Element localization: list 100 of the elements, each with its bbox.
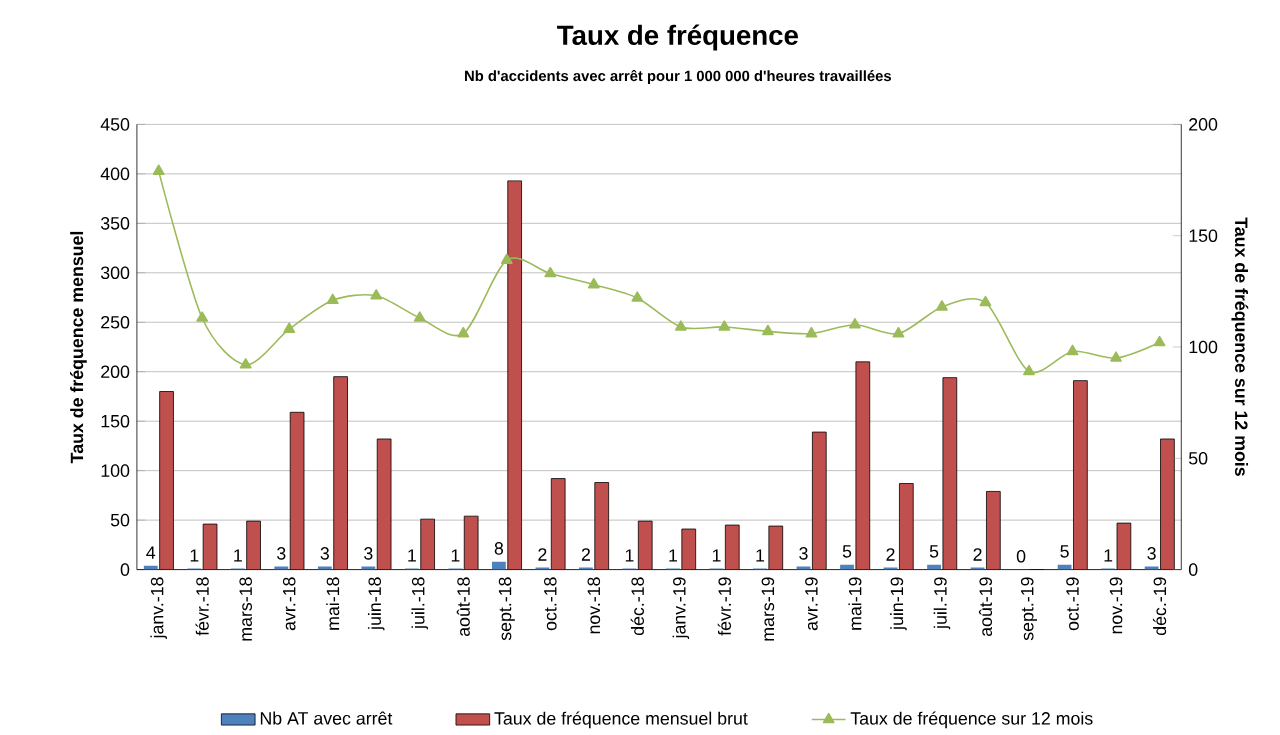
- data-label: 8: [494, 541, 504, 555]
- point: [892, 326, 905, 338]
- x-tick-label: avr.-18: [282, 577, 296, 630]
- point: [196, 311, 209, 322]
- point: [761, 324, 774, 335]
- bar: [491, 561, 506, 570]
- point: [283, 322, 296, 333]
- point: [674, 320, 687, 331]
- x-tick-label: nov.-19: [1109, 577, 1123, 634]
- x-tick-label: sept.-19: [1020, 577, 1038, 641]
- bar: [333, 376, 348, 570]
- chart-title: Taux de fréquence: [557, 24, 798, 51]
- point: [152, 164, 165, 175]
- point: [805, 326, 818, 338]
- bar: [550, 477, 566, 570]
- bar: [1073, 380, 1088, 570]
- point: [1023, 364, 1035, 376]
- y-tick-label: 0: [120, 563, 130, 576]
- x-tick-label: juil.-18: [411, 577, 429, 630]
- bar: [202, 523, 218, 570]
- point: [587, 277, 600, 289]
- point: [936, 300, 948, 311]
- x-tick-label: août-19: [978, 577, 993, 636]
- x-tick-label: déc.-18: [630, 577, 644, 635]
- bar: [1160, 438, 1175, 570]
- bar: [855, 361, 871, 570]
- y2-tick-label: 100: [1189, 340, 1218, 354]
- y2-axis-title: Taux de fréquence sur 12 mois: [1231, 217, 1249, 476]
- data-label: 5: [1060, 545, 1069, 558]
- x-tick-label: déc.-19: [1152, 577, 1167, 635]
- bar: [594, 481, 610, 570]
- point: [718, 320, 731, 331]
- data-label: 2: [886, 548, 895, 561]
- x-tick-label: mars-19: [761, 577, 775, 641]
- x-tick-label: août-18: [456, 577, 470, 636]
- y2-tick-label: 200: [1189, 117, 1218, 131]
- bar: [637, 520, 653, 570]
- y-tick-label: 100: [101, 464, 130, 477]
- x-tick-label: juin-18: [367, 577, 385, 631]
- x-tick-label: janv.-19: [672, 577, 690, 639]
- y-tick-label: 350: [100, 216, 130, 230]
- y-tick-label: 200: [101, 365, 130, 378]
- data-label: 3: [799, 546, 808, 560]
- point: [1066, 344, 1079, 355]
- data-label: 2: [581, 548, 590, 561]
- y-tick-label: 300: [100, 266, 130, 279]
- point: [500, 253, 513, 264]
- data-label: 3: [320, 546, 329, 560]
- point: [1153, 335, 1166, 347]
- x-tick-label: juil.-19: [933, 577, 951, 630]
- data-label: 2: [973, 548, 982, 561]
- x-tick-label: oct.-18: [544, 577, 557, 630]
- bar: [463, 515, 479, 570]
- y2-tick-label: 0: [1188, 563, 1198, 576]
- x-tick-label: févr.-19: [717, 577, 732, 636]
- data-label: 1: [669, 549, 678, 562]
- data-label: 3: [364, 546, 373, 560]
- data-label: 1: [712, 549, 721, 562]
- point: [631, 291, 644, 302]
- x-tick-label: mars-18: [239, 577, 252, 641]
- point: [849, 317, 861, 329]
- data-label: 1: [625, 549, 634, 562]
- data-label: 5: [842, 545, 852, 558]
- x-tick-label: avr.-19: [805, 577, 818, 630]
- data-label: 1: [234, 549, 242, 562]
- data-label: 1: [1104, 549, 1113, 562]
- y-tick-label: 400: [100, 167, 130, 180]
- x-tick-label: févr.-18: [195, 577, 209, 636]
- point: [239, 357, 252, 369]
- point: [326, 293, 339, 304]
- x-tick-label: mai-18: [326, 577, 340, 630]
- data-label: 4: [146, 546, 156, 559]
- point: [1110, 351, 1122, 362]
- x-tick-label: oct.-19: [1066, 577, 1079, 630]
- data-label: 5: [929, 545, 939, 558]
- bar: [1116, 522, 1132, 570]
- y2-tick-label: 50: [1188, 451, 1208, 465]
- point: [544, 266, 557, 278]
- bar: [942, 377, 958, 570]
- data-label: 1: [408, 549, 416, 562]
- x-tick-label: juin-19: [890, 577, 907, 631]
- data-label: 3: [277, 546, 286, 560]
- bar: [420, 518, 435, 570]
- x-tick-label: sept.-18: [498, 577, 515, 641]
- legend-label: Taux de fréquence mensuel brut: [494, 711, 748, 729]
- legend-label: Taux de fréquence sur 12 mois: [850, 711, 1093, 729]
- data-label: 3: [1147, 546, 1156, 560]
- y-tick-label: 250: [101, 315, 130, 329]
- x-tick-label: mai-19: [848, 577, 862, 630]
- y-tick-label: 50: [110, 513, 130, 527]
- bar: [681, 528, 697, 570]
- data-label: 1: [756, 549, 765, 562]
- point: [979, 295, 992, 307]
- bar: [507, 180, 522, 570]
- bar: [811, 431, 827, 570]
- data-label: 2: [538, 548, 547, 561]
- y2-tick-label: 150: [1189, 229, 1218, 242]
- data-label: 1: [190, 549, 199, 562]
- x-tick-label: janv.-18: [150, 577, 167, 639]
- point: [370, 288, 383, 300]
